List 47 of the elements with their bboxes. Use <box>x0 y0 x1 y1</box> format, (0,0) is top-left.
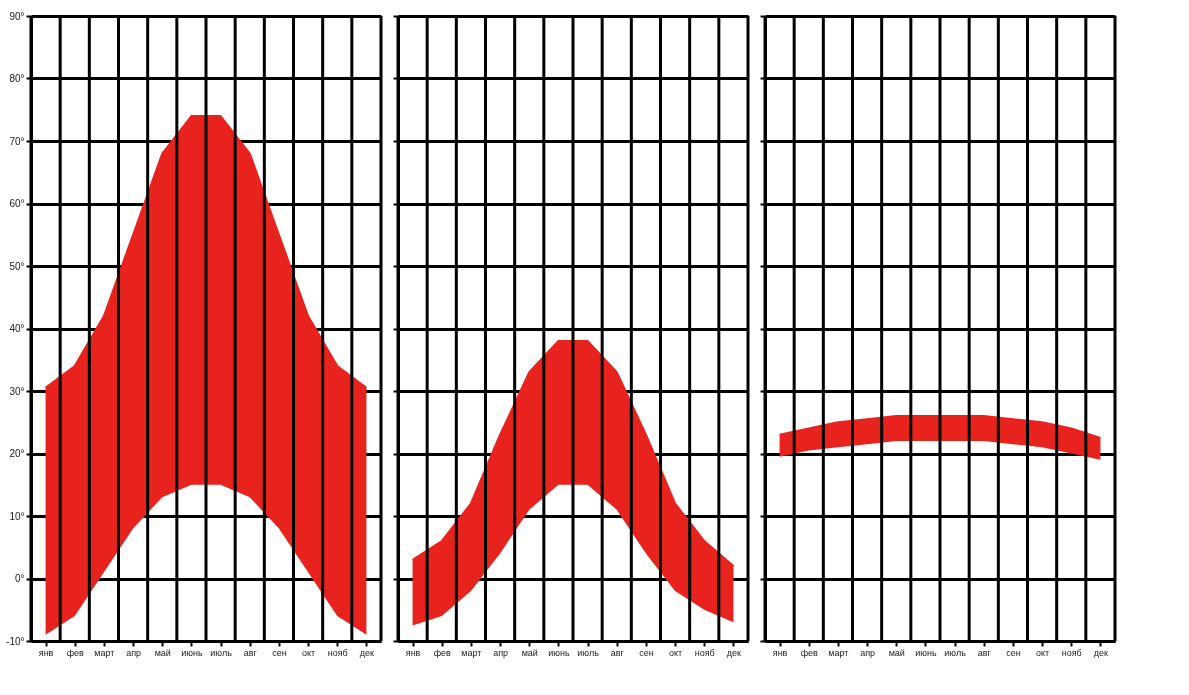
y-tick-label: 30° <box>9 385 25 397</box>
x-tick-label: июнь <box>548 647 570 658</box>
x-tick-label: фев <box>433 647 452 658</box>
y-tick-label: 70° <box>9 135 25 147</box>
x-tick-label: авг <box>610 647 625 658</box>
y-tick-label: 20° <box>9 448 25 459</box>
x-tick-label: июнь <box>915 647 937 658</box>
x-tick-label: дек <box>1093 647 1109 658</box>
y-tick-label: -10° <box>6 635 25 647</box>
x-tick-label: дек <box>726 647 742 658</box>
x-tick-label: июнь <box>181 647 203 658</box>
x-tick-label: июль <box>944 647 967 658</box>
x-tick-label: авг <box>977 647 992 658</box>
x-tick-label: нояб <box>327 647 348 658</box>
x-tick-label: март <box>94 647 115 658</box>
x-tick-label: фев <box>800 647 819 658</box>
x-tick-label: апр <box>860 647 876 658</box>
x-tick-label: янв <box>405 647 421 658</box>
x-tick-label: авг <box>243 647 258 658</box>
x-tick-label: апр <box>493 647 509 658</box>
x-tick-label: нояб <box>1061 647 1082 658</box>
x-tick-label: сен <box>639 647 654 658</box>
y-tick-label: 10° <box>9 510 25 522</box>
x-tick-label: окт <box>1036 647 1050 658</box>
x-tick-label: май <box>888 647 905 658</box>
x-tick-label: июль <box>577 647 600 658</box>
x-tick-label: окт <box>302 647 316 658</box>
y-tick-label: 50° <box>9 260 25 272</box>
x-tick-label: апр <box>126 647 142 658</box>
x-tick-label: сен <box>272 647 287 658</box>
y-tick-label: 40° <box>9 323 25 334</box>
x-tick-label: фев <box>66 647 85 658</box>
x-tick-label: янв <box>772 647 788 658</box>
x-tick-label: март <box>828 647 849 658</box>
x-tick-label: май <box>154 647 171 658</box>
x-tick-label: сен <box>1006 647 1021 658</box>
y-tick-label: 90° <box>9 10 25 22</box>
x-tick-label: нояб <box>694 647 715 658</box>
x-tick-label: янв <box>38 647 54 658</box>
x-tick-label: дек <box>359 647 375 658</box>
x-tick-label: май <box>521 647 538 658</box>
x-tick-label: июль <box>210 647 233 658</box>
x-tick-label: март <box>461 647 482 658</box>
y-tick-label: 60° <box>9 198 25 209</box>
y-tick-label: 0° <box>14 573 25 584</box>
y-tick-label: 80° <box>9 73 25 84</box>
x-tick-label: окт <box>669 647 683 658</box>
